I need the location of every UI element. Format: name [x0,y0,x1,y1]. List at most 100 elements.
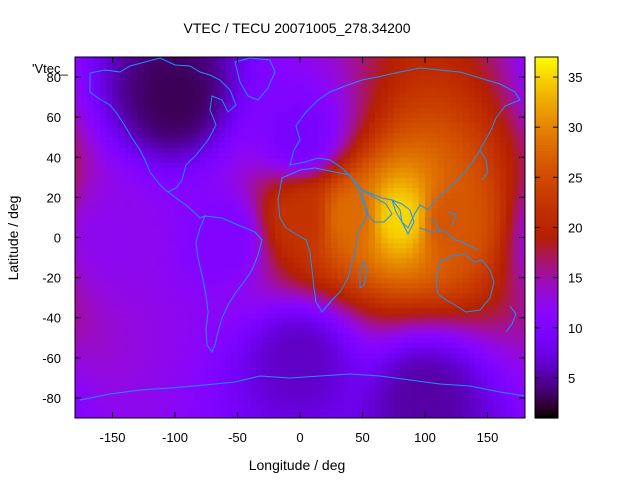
heatmap-cell [500,352,507,359]
heatmap-cell [456,232,464,239]
heatmap-cell [487,282,495,289]
heatmap-cell [381,92,389,98]
heatmap-cell [318,147,326,153]
heatmap-cell [218,127,226,133]
heatmap-cell [475,342,482,349]
heatmap-cell [237,82,245,88]
heatmap-cell [200,157,207,163]
heatmap-cell [425,227,432,234]
heatmap-cell [337,367,345,374]
heatmap-cell [512,217,520,224]
heatmap-cell [418,92,426,98]
heatmap-cell [156,227,164,234]
heatmap-cell [293,307,301,314]
heatmap-cell [475,407,482,414]
heatmap-cell [368,112,376,118]
heatmap-cell [206,82,214,88]
heatmap-cell [300,117,307,123]
heatmap-cell [237,122,245,128]
heatmap-cell [193,202,201,209]
heatmap-cell [150,267,157,274]
heatmap-cell [100,107,107,113]
heatmap-cell [393,312,401,319]
heatmap-cell [337,77,345,83]
heatmap-cell [506,367,514,374]
heatmap-cell [487,402,495,409]
heatmap-cell [112,307,120,314]
heatmap-cell [143,92,151,98]
heatmap-cell [206,412,214,418]
heatmap-cell [325,87,332,93]
heatmap-cell [343,367,351,374]
heatmap-cell [231,332,239,339]
heatmap-cell [350,312,357,319]
heatmap-cell [425,177,432,183]
heatmap-cell [356,82,364,88]
heatmap-cell [218,412,226,418]
heatmap-cell [337,132,345,138]
heatmap-cell [93,217,101,224]
heatmap-cell [250,82,257,88]
heatmap-cell [256,107,264,113]
heatmap-cell [500,177,507,183]
heatmap-cell [475,87,482,93]
heatmap-cell [468,402,476,409]
heatmap-cell [106,277,114,284]
heatmap-cell [212,317,220,324]
heatmap-cell [200,152,207,158]
heatmap-cell [437,287,445,294]
heatmap-cell [506,317,514,324]
heatmap-cell [118,242,126,249]
heatmap-cell [118,302,126,309]
heatmap-cell [81,372,89,379]
heatmap-cell [156,137,164,143]
heatmap-cell [131,247,139,254]
heatmap-cell [112,327,120,334]
heatmap-cell [125,247,132,254]
heatmap-cell [125,182,132,188]
heatmap-cell [437,387,445,394]
heatmap-cell [181,327,189,334]
heatmap-cell [225,97,232,103]
heatmap-cell [381,317,389,324]
heatmap-cell [131,67,139,73]
heatmap-cell [293,222,301,229]
heatmap-cell [250,337,257,344]
heatmap-cell [256,197,264,203]
heatmap-cell [350,247,357,254]
heatmap-cell [437,297,445,304]
heatmap-cell [206,407,214,414]
heatmap-cell [312,207,320,214]
heatmap-cell [331,322,339,329]
heatmap-cell [206,217,214,224]
heatmap-cell [362,312,370,319]
heatmap-cell [375,362,382,369]
heatmap-cell [406,387,414,394]
heatmap-cell [137,402,145,409]
heatmap-cell [168,212,176,219]
heatmap-cell [350,107,357,113]
heatmap-cell [106,392,114,399]
heatmap-cell [300,207,307,214]
heatmap-cell [493,362,501,369]
heatmap-cell [337,387,345,394]
heatmap-cell [306,192,314,198]
heatmap-cell [162,322,170,329]
heatmap-cell [468,177,476,183]
heatmap-cell [362,192,370,198]
heatmap-cell [493,347,501,354]
heatmap-cell [356,252,364,259]
heatmap-cell [250,172,257,178]
heatmap-cell [75,312,82,319]
heatmap-cell [250,242,257,249]
heatmap-cell [493,207,501,214]
heatmap-cell [187,112,195,118]
heatmap-cell [143,322,151,329]
heatmap-cell [125,147,132,153]
heatmap-cell [381,252,389,259]
heatmap-cell [275,77,282,83]
heatmap-cell [175,67,182,73]
heatmap-cell [368,242,376,249]
heatmap-cell [100,117,107,123]
heatmap-cell [393,322,401,329]
